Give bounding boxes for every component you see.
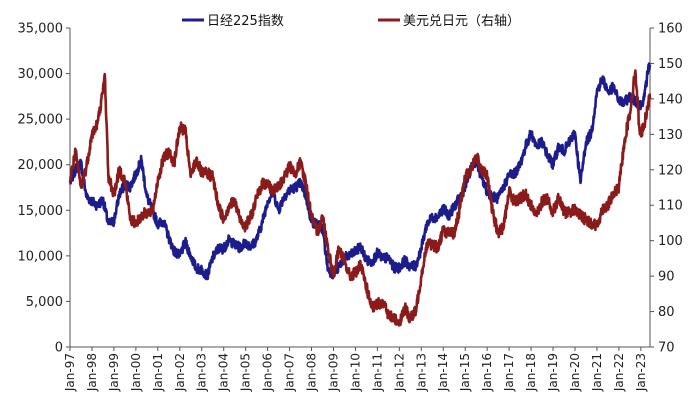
x-tick-label: Jan-10 (348, 353, 362, 392)
y-left-tick-label: 5,000 (26, 295, 63, 310)
x-axis: Jan-97 Jan-98 Jan-99 Jan-00 Jan-01 Jan-02 Jan-… (63, 346, 650, 392)
y-left-tick-label: 20,000 (18, 158, 64, 173)
x-tick-label: Jan-11 (370, 353, 384, 392)
y-left-tick-label: 10,000 (18, 249, 64, 264)
y-left-tick-label: 0 (55, 341, 63, 356)
y-left-tick-label: 30,000 (18, 67, 64, 82)
x-tick-label: Jan-21 (590, 353, 604, 392)
x-tick-label: Jan-15 (458, 353, 472, 392)
series-line-nikkei225 (68, 62, 652, 281)
legend: 日经225指数 美元兑日元（右轴） (182, 14, 520, 29)
y-left-tick-label: 15,000 (18, 204, 64, 219)
x-tick-label: Jan-04 (217, 353, 231, 392)
legend-label: 美元兑日元（右轴） (403, 14, 520, 29)
y-right-tick-label: 80 (658, 305, 675, 320)
x-tick-label: Jan-16 (480, 353, 494, 392)
y-right-tick-label: 130 (658, 128, 683, 143)
plot-area (68, 62, 652, 327)
x-tick-label: Jan-01 (151, 353, 165, 392)
x-tick-label: Jan-08 (305, 353, 319, 392)
x-tick-label: Jan-17 (502, 353, 516, 392)
x-tick-label: Jan-02 (173, 353, 187, 392)
x-tick-label: Jan-19 (546, 353, 560, 392)
y-right-tick-label: 140 (658, 92, 683, 107)
x-tick-label: Jan-22 (612, 353, 626, 392)
y-left-tick-label: 35,000 (18, 22, 64, 37)
y-axis-left: 0 5,000 10,000 15,000 20,000 25,000 30,000 35,0… (18, 22, 71, 356)
y-left-tick-label: 25,000 (18, 113, 64, 128)
x-tick-label: Jan-98 (85, 353, 99, 392)
y-right-tick-label: 110 (658, 199, 683, 214)
x-tick-label: Jan-13 (414, 353, 428, 392)
y-axis-right: 70 80 90 100 110 120 130 140 150 160 (649, 22, 683, 356)
x-tick-label: Jan-05 (239, 353, 253, 392)
x-tick-label: Jan-97 (63, 353, 77, 392)
x-tick-label: Jan-99 (107, 353, 121, 392)
legend-label: 日经225指数 (207, 14, 284, 29)
x-tick-label: Jan-14 (436, 353, 450, 392)
y-right-tick-label: 120 (658, 163, 683, 178)
y-right-tick-label: 150 (658, 57, 683, 72)
y-right-tick-label: 100 (658, 234, 683, 249)
series-line-usdjpy (68, 69, 652, 327)
x-tick-label: Jan-06 (261, 353, 275, 392)
x-tick-label: Jan-00 (129, 353, 143, 392)
x-tick-label: Jan-23 (634, 353, 648, 392)
y-right-tick-label: 160 (658, 22, 683, 37)
x-tick-label: Jan-12 (392, 353, 406, 392)
y-right-tick-label: 90 (658, 270, 675, 285)
y-right-tick-label: 70 (658, 341, 675, 356)
x-tick-label: Jan-09 (326, 353, 340, 392)
x-tick-label: Jan-18 (524, 353, 538, 392)
x-tick-label: Jan-07 (283, 353, 297, 392)
x-tick-label: Jan-20 (568, 353, 582, 392)
x-tick-label: Jan-03 (195, 353, 209, 392)
